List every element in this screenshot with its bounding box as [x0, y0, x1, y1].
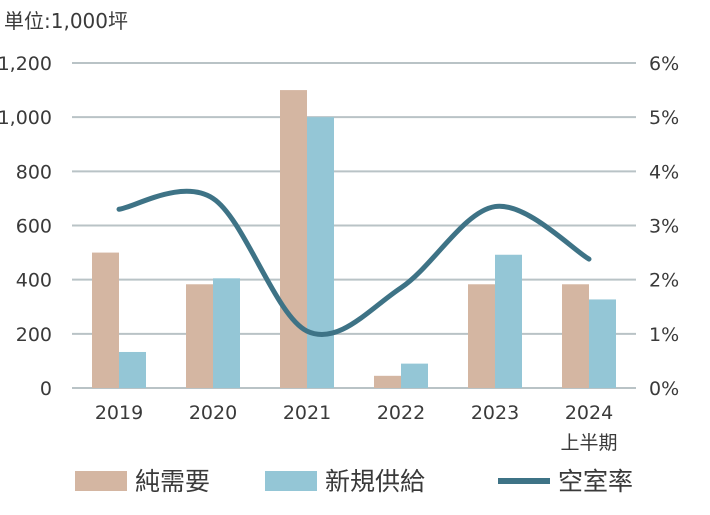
legend-swatch-純需要: [75, 471, 127, 491]
bar-純需要-2019: [92, 252, 119, 388]
bar-新規供給-2021: [307, 117, 334, 389]
right-tick-label: 0%: [649, 378, 679, 400]
left-tick-label: 0: [40, 378, 52, 400]
left-axis-ticks: 0 200 400 600 800 1,000 1,200: [0, 53, 52, 400]
bar-新規供給-2020: [213, 278, 240, 388]
right-tick-label: 6%: [649, 53, 679, 75]
legend-label-新規供給: 新規供給: [325, 467, 425, 496]
bar-新規供給-2024: [589, 299, 616, 388]
bar-新規供給-2022: [401, 363, 428, 388]
bar-純需要-2024: [562, 284, 589, 388]
right-tick-label: 1%: [649, 324, 679, 346]
legend-label-純需要: 純需要: [135, 467, 210, 496]
x-tick-sublabel: 上半期: [560, 432, 617, 454]
x-axis-labels: 2019 2020 2021 2022 2023 2024 上半期: [95, 402, 618, 454]
bar-純需要-2021: [280, 90, 307, 388]
left-tick-label: 800: [16, 161, 52, 183]
legend: 純需要 新規供給 空室率: [75, 467, 633, 496]
right-tick-label: 3%: [649, 216, 679, 238]
left-tick-label: 400: [16, 270, 52, 292]
x-tick-label: 2024: [565, 402, 613, 424]
legend-label-空室率: 空室率: [558, 467, 633, 496]
right-axis-ticks: 0% 1% 2% 3% 4% 5% 6%: [649, 53, 679, 400]
bar-純需要-2022: [374, 375, 401, 388]
left-tick-label: 600: [16, 216, 52, 238]
x-tick-label: 2020: [189, 402, 237, 424]
unit-label: 単位:1,000坪: [4, 9, 128, 33]
bars: [92, 90, 616, 389]
line-空室率: [116, 188, 592, 338]
left-tick-label: 1,200: [0, 53, 52, 75]
left-tick-label: 1,000: [0, 107, 52, 129]
vacancy-line-layer: [116, 188, 592, 338]
right-tick-label: 2%: [649, 270, 679, 292]
x-tick-label: 2019: [95, 402, 143, 424]
bar-純需要-2020: [186, 284, 213, 388]
bar-純需要-2023: [468, 284, 495, 388]
x-tick-label: 2021: [283, 402, 331, 424]
x-tick-label: 2022: [377, 402, 425, 424]
bar-新規供給-2019: [119, 351, 146, 388]
grid-lines: [72, 62, 636, 389]
left-tick-label: 200: [16, 324, 52, 346]
x-tick-label: 2023: [471, 402, 519, 424]
right-tick-label: 5%: [649, 107, 679, 129]
right-tick-label: 4%: [649, 161, 679, 183]
bar-新規供給-2023: [495, 254, 522, 388]
legend-swatch-新規供給: [265, 471, 317, 491]
